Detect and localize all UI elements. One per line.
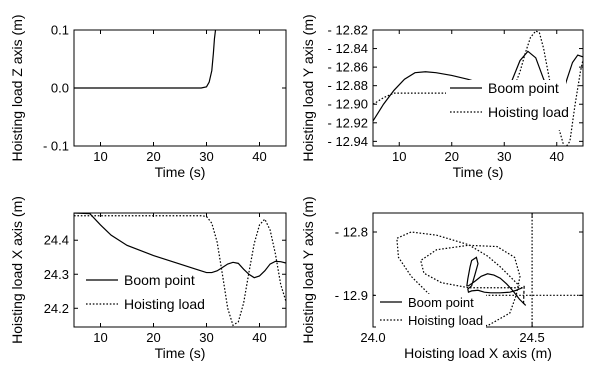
y-tick-label: - 12.90 bbox=[328, 97, 368, 112]
chart-panel-xy: 24.0 24.5 - 12.8 - 12.9 Hoisting load X axis… bbox=[300, 196, 584, 361]
chart-panel-y_time: 10 20 30 40 - 12.82 - 12.84 - 12.86 - 12.88 - 12… bbox=[300, 14, 584, 180]
series-line-hoisting-load bbox=[74, 215, 286, 327]
x-tick-label: 40 bbox=[550, 149, 564, 164]
y-tick-label: - 12.84 bbox=[328, 41, 368, 56]
y-tick-label: 0.1 bbox=[51, 23, 69, 38]
legend: Boom point Hoisting load bbox=[82, 272, 205, 322]
chart-panel-z: 10 20 30 40 - 0.1 0.0 0.1 Time (s) Hoisting load… bbox=[9, 14, 287, 180]
x-tick-label: 24.5 bbox=[519, 330, 544, 345]
y-tick-label: - 0.1 bbox=[43, 139, 69, 154]
x-axis-label: Time (s) bbox=[155, 345, 206, 361]
x-axis-label: Time (s) bbox=[453, 164, 504, 180]
series-group bbox=[74, 30, 217, 89]
y-tick-label: 0.0 bbox=[51, 81, 69, 96]
x-tick-label: 30 bbox=[199, 149, 213, 164]
y-tick-label: - 12.82 bbox=[328, 23, 368, 38]
chart-panel-x_time: 10 20 30 40 24.2 24.3 24.4 Time (s) Hoisting loa… bbox=[9, 196, 287, 361]
y-tick-label: - 12.88 bbox=[328, 78, 368, 93]
series-line-boom-point bbox=[466, 256, 527, 306]
legend-label: Boom point bbox=[408, 295, 474, 310]
y-axis-label: Hoisting load Y axis (m) bbox=[300, 196, 316, 343]
series-line-unnamed-0 bbox=[74, 30, 217, 89]
y-axis-label: Hoisting load X axis (m) bbox=[9, 196, 25, 344]
legend: Boom point Hoisting load bbox=[376, 294, 486, 332]
legend: Boom point Hoisting load bbox=[446, 80, 569, 130]
y-tick-label: 24.2 bbox=[44, 301, 69, 316]
legend-label: Hoisting load bbox=[488, 104, 569, 120]
x-tick-label: 20 bbox=[445, 149, 459, 164]
y-tick-label: 24.3 bbox=[44, 267, 69, 282]
x-tick-label: 24.0 bbox=[360, 330, 385, 345]
x-axis-label: Hoisting load X axis (m) bbox=[404, 345, 552, 361]
y-tick-label: - 12.9 bbox=[335, 288, 368, 303]
x-axis-label: Time (s) bbox=[155, 164, 206, 180]
x-tick-label: 40 bbox=[252, 330, 266, 345]
series-group bbox=[74, 213, 286, 327]
x-tick-label: 30 bbox=[199, 330, 213, 345]
series-line-unnamed-2 bbox=[522, 285, 525, 305]
y-axis-label: Hoisting load Y axis (m) bbox=[300, 14, 316, 161]
plot-frame bbox=[73, 212, 287, 328]
y-tick-label: - 12.92 bbox=[328, 115, 368, 130]
x-tick-label: 40 bbox=[252, 149, 266, 164]
y-tick-label: - 12.8 bbox=[335, 225, 368, 240]
x-tick-label: 20 bbox=[146, 149, 160, 164]
y-tick-label: 24.4 bbox=[44, 233, 69, 248]
x-tick-label: 10 bbox=[93, 330, 107, 345]
x-tick-label: 20 bbox=[146, 330, 160, 345]
y-axis-label: Hoisting load Z axis (m) bbox=[9, 14, 25, 161]
x-tick-label: 10 bbox=[93, 149, 107, 164]
plot-frame bbox=[372, 29, 584, 147]
legend-background bbox=[376, 294, 486, 332]
series-group bbox=[396, 231, 527, 327]
legend-label: Boom point bbox=[124, 272, 195, 288]
y-tick-label: - 12.86 bbox=[328, 60, 368, 75]
series-line-hoisting-load bbox=[396, 231, 523, 327]
x-tick-label: 10 bbox=[392, 149, 406, 164]
legend-label: Boom point bbox=[488, 80, 559, 96]
series-line-boom-point bbox=[74, 213, 286, 279]
x-tick-label: 30 bbox=[497, 149, 511, 164]
y-tick-label: - 12.94 bbox=[328, 134, 368, 149]
legend-label: Hoisting load bbox=[124, 296, 205, 312]
legend-label: Hoisting load bbox=[408, 313, 483, 328]
